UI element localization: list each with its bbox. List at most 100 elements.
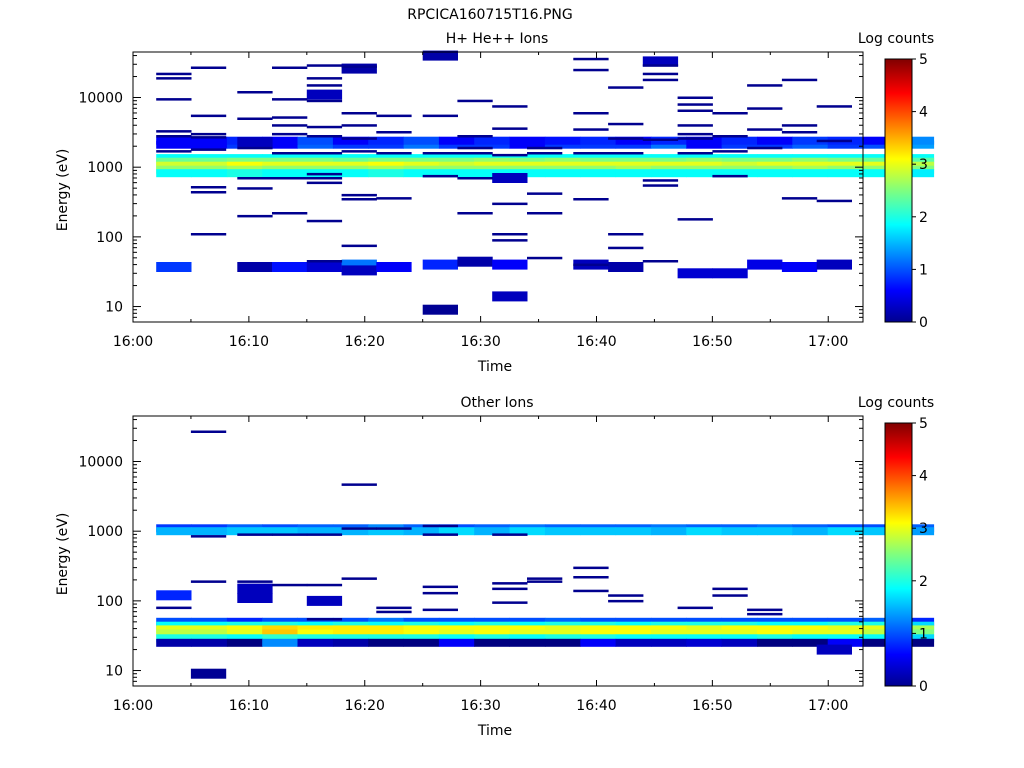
heatmap-cell [272, 212, 308, 215]
heatmap-cell [492, 291, 528, 302]
heatmap-cell [677, 124, 713, 127]
heatmap-cell [156, 634, 192, 643]
heatmap-cell [792, 638, 829, 647]
y-tick-label: 10 [105, 300, 123, 316]
heatmap-cell [527, 146, 563, 150]
heatmap-cell [156, 629, 192, 638]
heatmap-cell [474, 634, 510, 643]
heatmap-cell [332, 634, 369, 643]
heatmap-cell [190, 66, 227, 69]
heatmap-cell [190, 136, 227, 139]
heatmap-cell [686, 638, 723, 647]
heatmap-cell [781, 262, 818, 272]
heatmap-cell [898, 169, 935, 178]
heatmap-cell [368, 527, 404, 536]
heatmap-cell [156, 130, 192, 133]
heatmap-cell [721, 638, 758, 647]
heatmap-cell [747, 107, 783, 110]
heatmap-cell [573, 152, 609, 155]
heatmap-cell [457, 146, 493, 150]
panel-2-x-axis-label: Time [477, 723, 512, 739]
heatmap-cell [368, 638, 404, 647]
heatmap-cell [376, 606, 412, 610]
heatmap-cell [368, 634, 404, 643]
panel-2-colorbar-label: Log counts [858, 395, 934, 411]
heatmap-cell [757, 625, 793, 634]
heatmap-cell [226, 638, 263, 647]
panel-2-colorbar: 0 1 2 3 4 5 [884, 416, 928, 695]
heatmap-cell [747, 259, 783, 270]
heatmap-cell [651, 625, 687, 634]
heatmap-cell [272, 177, 308, 180]
heatmap-cell [438, 629, 475, 638]
heatmap-cell [306, 533, 343, 536]
heatmap-cell [262, 629, 298, 638]
x-tick-label: 16:10 [229, 698, 269, 714]
panel-1-colorbar-label: Log counts [858, 31, 934, 47]
heatmap-cell [190, 191, 227, 194]
heatmap-cell [306, 262, 343, 272]
heatmap-cell [492, 601, 528, 604]
heatmap-cell [527, 580, 563, 583]
heatmap-cell [580, 634, 617, 643]
heatmap-cell [341, 124, 377, 127]
heatmap-cell [422, 50, 458, 61]
y-tick-label: 10 [105, 664, 123, 680]
heatmap-cell [608, 262, 644, 272]
heatmap-cell [438, 634, 475, 643]
heatmap-cell [226, 625, 263, 634]
panel-2-colorbar-ticks: 0 1 2 3 4 5 [912, 416, 928, 695]
heatmap-cell [438, 638, 475, 647]
heatmap-cell [438, 527, 475, 536]
heatmap-cell [509, 638, 546, 647]
heatmap-cell [747, 608, 783, 612]
heatmap-cell [721, 169, 758, 178]
heatmap-cell [863, 634, 899, 643]
panel-2-heatmap-pixels [156, 583, 852, 679]
heatmap-cell [863, 136, 899, 145]
heatmap-cell [642, 260, 679, 263]
heatmap-cell [237, 117, 273, 120]
heatmap-cell [677, 103, 713, 106]
heatmap-cell [262, 136, 298, 145]
heatmap-cell [297, 629, 334, 638]
heatmap-cell [677, 152, 713, 155]
heatmap-cell [615, 625, 652, 634]
heatmap-cell [615, 527, 652, 536]
heatmap-cell [457, 99, 493, 103]
heatmap-cell [721, 625, 758, 634]
heatmap-cell [747, 612, 783, 616]
heatmap-cell [492, 202, 528, 206]
colorbar-tick-label: 5 [919, 416, 928, 432]
heatmap-cell [527, 256, 563, 260]
heatmap-cell [237, 533, 273, 536]
heatmap-cell [686, 629, 723, 638]
heatmap-cell [580, 136, 617, 145]
heatmap-cell [297, 634, 334, 643]
heatmap-cell [492, 259, 528, 270]
heatmap-cell [792, 625, 829, 634]
heatmap-cell [608, 599, 644, 603]
heatmap-cell [262, 634, 298, 643]
heatmap-cell [492, 153, 528, 157]
heatmap-cell [863, 638, 899, 647]
heatmap-cell [492, 173, 528, 183]
heatmap-cell [368, 629, 404, 638]
heatmap-cell [712, 112, 748, 115]
heatmap-cell [403, 634, 440, 643]
heatmap-cell [580, 638, 617, 647]
heatmap-cell [376, 114, 412, 118]
heatmap-cell [816, 644, 852, 655]
heatmap-cell [898, 634, 935, 643]
heatmap-cell [368, 625, 404, 634]
x-tick-label: 16:20 [345, 698, 385, 714]
heatmap-cell [403, 169, 440, 178]
heatmap-cell [272, 124, 308, 127]
heatmap-cell [156, 98, 192, 101]
x-tick-label: 16:30 [460, 334, 500, 350]
heatmap-cell [156, 625, 192, 634]
heatmap-cell [474, 629, 510, 638]
heatmap-cell [332, 625, 369, 634]
heatmap-cell [341, 265, 377, 276]
heatmap-cell [237, 146, 273, 150]
